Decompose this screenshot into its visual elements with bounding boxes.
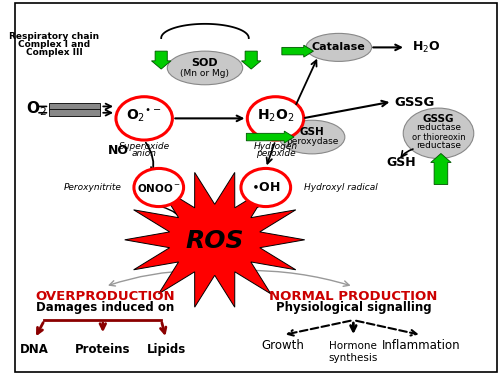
Text: $\bullet$OH: $\bullet$OH — [251, 181, 280, 194]
Text: NORMAL PRODUCTION: NORMAL PRODUCTION — [269, 290, 438, 303]
Ellipse shape — [168, 51, 242, 85]
FancyBboxPatch shape — [50, 103, 100, 110]
FancyBboxPatch shape — [50, 110, 100, 116]
Circle shape — [241, 168, 290, 207]
Text: or thioreoxin: or thioreoxin — [412, 133, 466, 142]
Polygon shape — [124, 172, 304, 307]
Text: ONOO$^-$: ONOO$^-$ — [137, 182, 180, 194]
Text: Hormone
synthesis: Hormone synthesis — [328, 341, 378, 363]
Text: DNA: DNA — [20, 342, 49, 355]
Text: H$_2$O$_2$: H$_2$O$_2$ — [257, 107, 294, 124]
Text: GSH: GSH — [300, 127, 324, 137]
FancyArrow shape — [242, 51, 261, 69]
Text: (Mn or Mg): (Mn or Mg) — [180, 69, 230, 78]
Ellipse shape — [306, 33, 372, 62]
Text: Damages induced on: Damages induced on — [36, 302, 174, 315]
Text: H$_2$O: H$_2$O — [412, 40, 440, 55]
Text: Growth: Growth — [262, 339, 304, 352]
Text: reductase: reductase — [416, 141, 461, 150]
Circle shape — [134, 168, 184, 207]
Text: GSSG: GSSG — [422, 114, 454, 124]
FancyArrow shape — [282, 45, 314, 57]
Text: Complex I and: Complex I and — [18, 40, 90, 49]
Text: Superoxide: Superoxide — [118, 142, 170, 151]
Text: Proteins: Proteins — [75, 342, 130, 355]
Text: anion: anion — [132, 149, 156, 158]
FancyArrow shape — [246, 131, 294, 143]
Text: Inflammation: Inflammation — [382, 339, 461, 352]
Text: peroxide: peroxide — [256, 149, 296, 158]
Circle shape — [248, 97, 304, 140]
Text: SOD: SOD — [192, 58, 218, 69]
Text: Catalase: Catalase — [312, 42, 366, 52]
Text: O$_2$: O$_2$ — [26, 100, 47, 118]
Text: Physiological signalling: Physiological signalling — [276, 302, 431, 315]
Text: GSH: GSH — [386, 156, 416, 169]
Text: O$_2$$^{\bullet-}$: O$_2$$^{\bullet-}$ — [126, 107, 162, 124]
FancyArrow shape — [430, 153, 451, 184]
Text: NO: NO — [108, 144, 130, 157]
Text: OVERPRODUCTION: OVERPRODUCTION — [36, 290, 175, 303]
Text: Respiratory chain: Respiratory chain — [9, 32, 99, 41]
Ellipse shape — [403, 108, 474, 159]
Text: Complex III: Complex III — [26, 48, 82, 57]
Text: Lipids: Lipids — [146, 342, 186, 355]
Ellipse shape — [279, 120, 345, 154]
Text: ROS: ROS — [186, 229, 244, 253]
Text: Peroxynitrite: Peroxynitrite — [64, 183, 122, 192]
Text: reductase: reductase — [416, 123, 461, 132]
FancyArrow shape — [152, 51, 171, 69]
Text: GSSG: GSSG — [394, 96, 435, 109]
Text: Hydrogen: Hydrogen — [254, 142, 298, 151]
Circle shape — [116, 97, 172, 140]
Text: peroxydase: peroxydase — [286, 137, 338, 146]
Text: Hydroxyl radical: Hydroxyl radical — [304, 183, 378, 192]
